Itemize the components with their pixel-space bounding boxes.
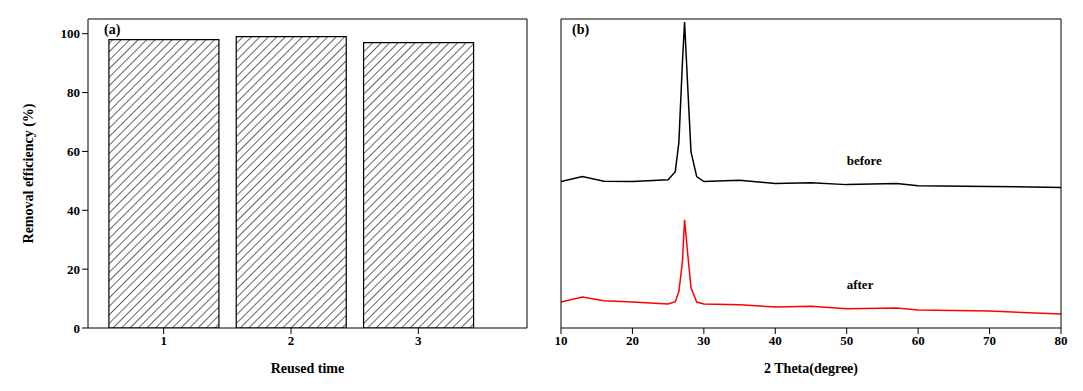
svg-text:80: 80 bbox=[67, 85, 80, 100]
html-text:(b): (b) bbox=[572, 22, 590, 37]
svg-text:20: 20 bbox=[67, 262, 80, 277]
svg-text:Removal efficiency (%): Removal efficiency (%) bbox=[21, 103, 37, 243]
svg-text:50: 50 bbox=[840, 333, 853, 348]
html-text:(a): (a) bbox=[104, 22, 121, 37]
svg-text:10: 10 bbox=[555, 333, 568, 348]
svg-text:100: 100 bbox=[61, 26, 81, 41]
svg-text:2 Theta(degree): 2 Theta(degree) bbox=[764, 361, 858, 377]
svg-text:0: 0 bbox=[74, 321, 81, 336]
svg-text:30: 30 bbox=[697, 333, 710, 348]
svg-text:Reused time: Reused time bbox=[271, 361, 345, 376]
svg-text:40: 40 bbox=[67, 203, 80, 218]
svg-text:40: 40 bbox=[769, 333, 782, 348]
svg-text:after: after bbox=[847, 277, 874, 292]
svg-text:1: 1 bbox=[160, 333, 167, 348]
svg-text:before: before bbox=[847, 153, 882, 168]
svg-text:3: 3 bbox=[415, 333, 422, 348]
svg-text:70: 70 bbox=[983, 333, 996, 348]
svg-text:2: 2 bbox=[288, 333, 295, 348]
svg-text:60: 60 bbox=[67, 144, 80, 159]
svg-text:20: 20 bbox=[626, 333, 639, 348]
svg-text:60: 60 bbox=[912, 333, 925, 348]
svg-text:80: 80 bbox=[1055, 333, 1068, 348]
